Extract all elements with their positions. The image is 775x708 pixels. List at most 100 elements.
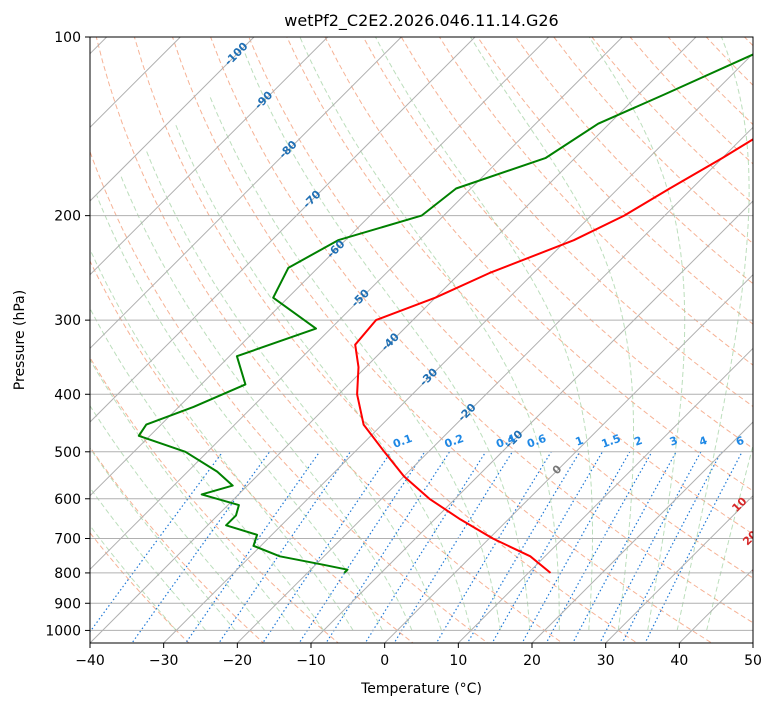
mixing-ratio-label: 1.5 [600, 432, 623, 451]
background-lines [90, 37, 753, 643]
isotherm [90, 37, 476, 423]
moist-adiabat [299, 37, 560, 631]
mixing-ratio-label: 2 [633, 434, 645, 449]
dry-adiabat [438, 37, 753, 366]
chart-title: wetPf2_C2E2.2026.046.11.14.G26 [284, 11, 558, 31]
dry-adiabat [95, 37, 564, 643]
adiabat-label: 10 [729, 494, 749, 514]
mixing-ratio-label: 3 [668, 434, 680, 449]
dry-adiabat [210, 37, 753, 624]
moist-adiabat [469, 37, 634, 631]
x-tick-label: 0 [380, 653, 389, 669]
y-tick-label: 600 [54, 492, 81, 508]
y-tick-label: 300 [54, 313, 81, 329]
mixing-ratio-label: 6 [734, 434, 746, 449]
moist-adiabat [90, 524, 177, 631]
dry-adiabat [744, 37, 753, 47]
y-axis-label: Pressure (hPa) [12, 290, 28, 390]
dry-adiabat [248, 37, 753, 579]
adiabat-label: 30 [750, 559, 770, 579]
isotherm [605, 494, 753, 643]
x-tick-label: 50 [744, 653, 762, 669]
isotherm [90, 37, 623, 571]
y-axis: 100 200 300 400 500 600 700 800 900 1000 [45, 30, 90, 639]
mixing-ratio-line [466, 451, 581, 643]
dry-adiabat [172, 37, 713, 643]
mixing-ratio-line [644, 451, 743, 643]
dry-adiabat [553, 37, 753, 245]
moist-adiabat [90, 248, 354, 631]
dry-adiabat [90, 356, 339, 643]
inline-labels: -100-90-80-70-60-50-40-30-20-10010203040… [222, 40, 772, 580]
isotherm [457, 347, 753, 643]
isotherm [90, 37, 550, 497]
y-tick-label: 900 [54, 596, 81, 612]
isotherm [384, 273, 753, 643]
moist-adiabat [374, 37, 593, 631]
dry-adiabat [90, 532, 190, 643]
moist-adiabat [706, 443, 753, 631]
moist-adiabat [588, 37, 686, 631]
moist-adiabat [243, 49, 531, 631]
mixing-ratio-label: 8 [760, 434, 772, 449]
isotherm [90, 37, 402, 350]
x-tick-label: 20 [523, 653, 541, 669]
mixing-ratio-line [545, 451, 653, 643]
x-tick-label: −20 [223, 653, 253, 669]
moist-adiabat [174, 123, 472, 631]
profile-line-1 [354, 138, 753, 574]
isotherm [310, 200, 753, 643]
mixing-ratio-label: 0.2 [443, 432, 466, 451]
isotherm [236, 126, 753, 643]
y-tick-label: 800 [54, 566, 81, 582]
isotherm [90, 37, 697, 643]
x-tick-label: −30 [149, 653, 179, 669]
x-axis-label: Temperature (°C) [360, 681, 482, 697]
isotherm [163, 52, 753, 643]
isotherm-label: -70 [300, 187, 323, 210]
moist-adiabat [676, 37, 750, 631]
y-tick-label: 100 [54, 30, 81, 46]
isotherm-label: -30 [417, 365, 440, 388]
isotherm [90, 37, 329, 276]
x-tick-label: −40 [75, 653, 105, 669]
plot-frame [89, 36, 754, 644]
profile-line-2 [137, 53, 753, 574]
mixing-ratio-line [325, 451, 451, 643]
mixing-ratio-line [298, 451, 426, 643]
moist-adiabat [90, 404, 265, 631]
x-tick-label: 40 [670, 653, 688, 669]
moist-adiabat [90, 486, 207, 631]
x-tick-label: 10 [449, 653, 467, 669]
moist-adiabat [90, 307, 325, 631]
dry-adiabat [515, 37, 753, 285]
y-tick-label: 200 [54, 209, 81, 225]
x-tick-label: 30 [597, 653, 615, 669]
dry-adiabat [400, 37, 753, 408]
mixing-ratio-line [491, 451, 604, 643]
dry-adiabat [591, 37, 753, 205]
isotherm-label: -20 [455, 401, 478, 424]
isotherm-label: -90 [252, 88, 275, 111]
moist-adiabat [208, 94, 501, 631]
mixing-ratio-label: 1 [574, 434, 586, 449]
moist-adiabat [145, 149, 442, 631]
mixing-ratio-line [185, 451, 321, 643]
dry-adiabat [362, 37, 753, 450]
dry-adiabat [133, 37, 638, 643]
x-axis: −40 −30 −20 −10 0 10 20 30 40 50 [75, 643, 762, 669]
mixing-ratio-line [393, 451, 513, 643]
y-tick-label: 1000 [45, 623, 81, 639]
moist-adiabat [119, 173, 413, 631]
moist-adiabat [90, 447, 236, 631]
mixing-ratio-label: 4 [697, 434, 709, 449]
moist-adiabat [90, 358, 295, 631]
isotherm [752, 642, 753, 643]
mixing-ratio-label: 0.4 [494, 432, 517, 451]
mixing-ratio-label: 0.1 [391, 432, 414, 451]
mixing-ratio-line [131, 451, 271, 643]
adiabat-label: 20 [740, 528, 760, 548]
y-tick-label: 500 [54, 445, 81, 461]
dry-adiabat [324, 37, 753, 492]
mixing-ratio-line [262, 451, 392, 643]
